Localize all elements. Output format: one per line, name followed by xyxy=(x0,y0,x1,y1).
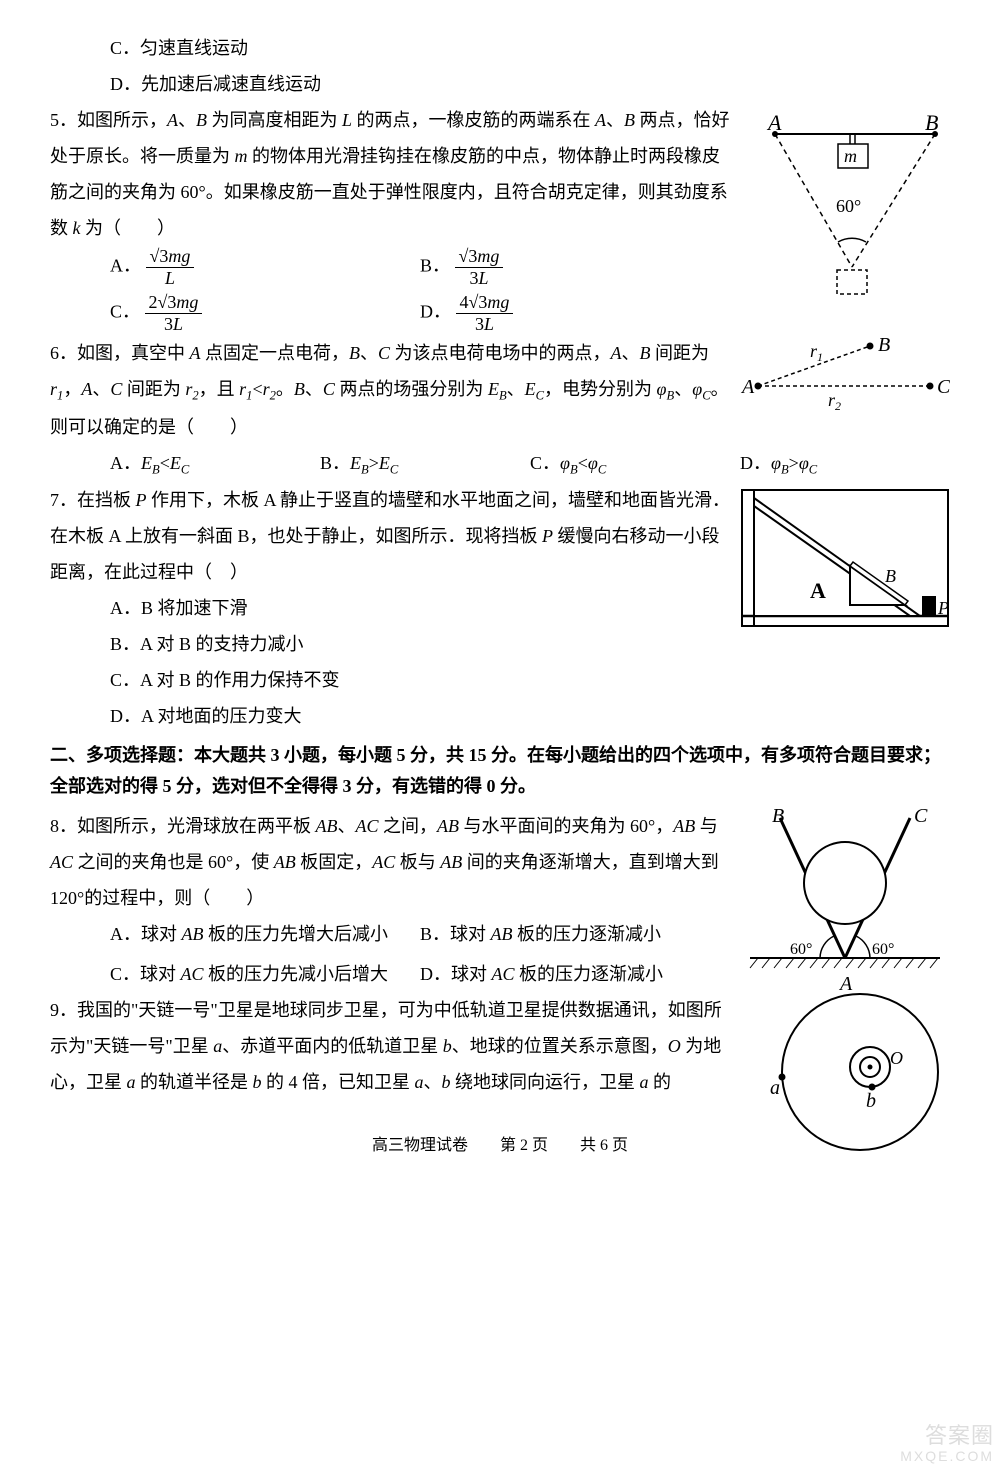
fig-label-B: B xyxy=(772,808,784,827)
q5-opt-b: B． √3mg3L xyxy=(420,246,730,288)
fig-label-B: B xyxy=(925,110,938,135)
fig-label-r1: r1 xyxy=(810,341,823,364)
fig-label-b: b xyxy=(866,1090,876,1112)
q5-options: A． √3mgL B． √3mg3L C． 2√3mg3L D． 4√3mg3L xyxy=(50,246,730,335)
fig-ang1: 60° xyxy=(790,941,812,958)
fig-label-r2: r2 xyxy=(828,390,841,413)
q5-figure: A B m 60° xyxy=(750,102,950,314)
q7-opt-d: D．A 对地面的压力变大 xyxy=(50,698,950,734)
q9-stem: 9．我国的"天链一号"卫星是地球同步卫星，可为中低轨道卫星提供数据通讯，如图所示… xyxy=(50,992,730,1100)
fig-ang2: 60° xyxy=(872,941,894,958)
q8-options: A．球对 AB 板的压力先增大后减小 B．球对 AB 板的压力逐渐减小 C．球对… xyxy=(50,916,730,992)
q7: 7．在挡板 P 作用下，木板 A 静止于竖直的墙壁和水平地面之间，墙壁和地面皆光… xyxy=(50,482,950,734)
q4-option-d: D．先加速后减速直线运动 xyxy=(50,66,950,102)
q9: 9．我国的"天链一号"卫星是地球同步卫星，可为中低轨道卫星提供数据通讯，如图所示… xyxy=(50,992,950,1100)
q8: 8．如图所示，光滑球放在两平板 AB、AC 之间，AB 与水平面间的夹角为 60… xyxy=(50,808,950,992)
q5: 5．如图所示，A、B 为同高度相距为 L 的两点，一橡皮筋的两端系在 A、B 两… xyxy=(50,102,950,335)
q6-figure: A B r1 C r2 xyxy=(740,331,950,433)
q6-opt-b: B．EB>EC xyxy=(320,445,530,483)
fig-label-C: C xyxy=(937,376,950,398)
fig-label-O: O xyxy=(890,1048,903,1068)
q6-opt-a: A．EB<EC xyxy=(110,445,320,483)
q8-opt-b: B．球对 AB 板的压力逐渐减小 xyxy=(420,916,730,952)
q7-figure: A B P xyxy=(740,488,950,640)
fig-label-m: m xyxy=(844,146,857,166)
q6-options: A．EB<EC B．EB>EC C．φB<φC D．φB>φC xyxy=(50,445,950,483)
watermark: 答案圈 MXQE.COM xyxy=(900,1424,994,1464)
q8-opt-c: C．球对 AC 板的压力先减小后增大 xyxy=(110,956,420,992)
fig-label-B: B xyxy=(885,566,896,586)
q6-stem: 6．如图，真空中 A 点固定一点电荷，B、C 为该点电荷电场中的两点，A、B 间… xyxy=(50,335,730,445)
fig-label-P: P xyxy=(937,598,949,618)
q8-opt-d: D．球对 AC 板的压力逐渐减小 xyxy=(420,956,730,992)
q5-opt-a: A． √3mgL xyxy=(110,246,420,288)
fig-label-A: A xyxy=(740,376,755,398)
q8-opt-a: A．球对 AB 板的压力先增大后减小 xyxy=(110,916,420,952)
fig-label-C: C xyxy=(914,808,928,827)
q5-stem: 5．如图所示，A、B 为同高度相距为 L 的两点，一橡皮筋的两端系在 A、B 两… xyxy=(50,102,730,246)
watermark-line1: 答案圈 xyxy=(900,1424,994,1448)
q8-stem: 8．如图所示，光滑球放在两平板 AB、AC 之间，AB 与水平面间的夹角为 60… xyxy=(50,808,730,916)
fig-label-angle: 60° xyxy=(836,196,861,216)
q9-figure: a b O xyxy=(750,992,950,1174)
fig-label-A: A xyxy=(810,578,826,603)
q8-figure: 60° 60° B C A xyxy=(740,808,950,1010)
section2-heading: 二、多项选择题：本大题共 3 小题，每小题 5 分，共 15 分。在每小题给出的… xyxy=(50,740,950,801)
q6-opt-d: D．φB>φC xyxy=(740,445,950,483)
q6: 6．如图，真空中 A 点固定一点电荷，B、C 为该点电荷电场中的两点，A、B 间… xyxy=(50,335,950,483)
q7-stem: 7．在挡板 P 作用下，木板 A 静止于竖直的墙壁和水平地面之间，墙壁和地面皆光… xyxy=(50,482,730,590)
q7-opt-c: C．A 对 B 的作用力保持不变 xyxy=(50,662,950,698)
q4-option-c: C．匀速直线运动 xyxy=(50,30,950,66)
fig-label-B: B xyxy=(878,334,890,356)
q6-opt-c: C．φB<φC xyxy=(530,445,740,483)
q5-opt-d: D． 4√3mg3L xyxy=(420,292,730,334)
watermark-line2: MXQE.COM xyxy=(900,1449,994,1464)
q5-opt-c: C． 2√3mg3L xyxy=(110,292,420,334)
fig-label-a: a xyxy=(770,1077,780,1099)
